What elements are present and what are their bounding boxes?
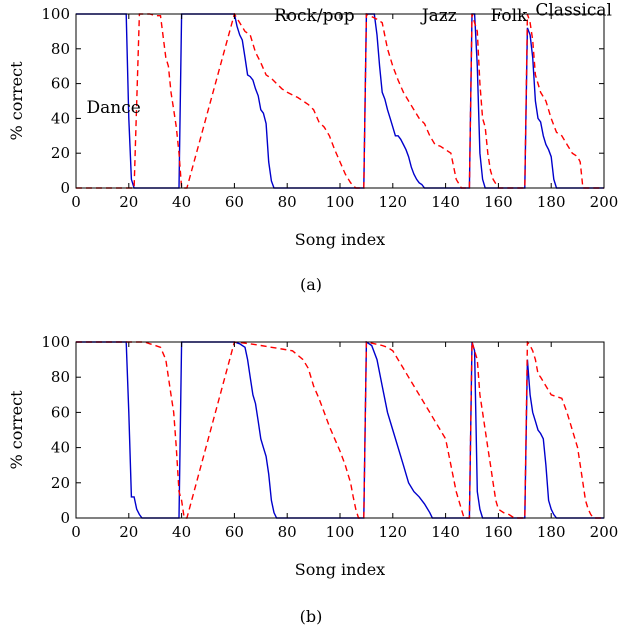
- panel-b-ytick-label: 100: [41, 333, 70, 351]
- panel-a-xtick-label: 60: [225, 193, 244, 211]
- panel-b-xtick-label: 120: [378, 523, 407, 541]
- panel-a-xtick-label: 160: [484, 193, 513, 211]
- panel-b-y-axis-label: % correct: [7, 390, 26, 470]
- panel-a-xtick-label: 20: [119, 193, 138, 211]
- panel-b-xtick-label: 0: [71, 523, 81, 541]
- panel-b-xtick-label: 140: [431, 523, 460, 541]
- panel-a-ytick-label: 0: [60, 179, 70, 197]
- panel-a-ytick-label: 20: [51, 144, 70, 162]
- panel-a-xtick-label: 140: [431, 193, 460, 211]
- panel-a-xtick-label: 200: [590, 193, 619, 211]
- panel-a-y-axis-label: % correct: [7, 61, 26, 141]
- panel-a-xtick-label: 180: [537, 193, 566, 211]
- panel-b: 0 20 40 60 80 100 120 140 160 180 200 0 20 40 60 80 100 S…: [7, 333, 618, 626]
- panel-a-series-dashed-red-line: [76, 13, 604, 189]
- panel-b-ytick-label: 20: [51, 474, 70, 492]
- panel-a-xtick-label: 100: [326, 193, 355, 211]
- panel-a-ytick-label: 40: [51, 109, 70, 127]
- panel-b-xtick-label: 180: [537, 523, 566, 541]
- panel-a-xtick-label: 120: [378, 193, 407, 211]
- panel-b-xtick-label: 80: [278, 523, 297, 541]
- panel-a-xtick-label: 40: [172, 193, 191, 211]
- panel-a: 0 20 40 60 80 100 120 140 160 180 200 0 20 40 60 80 100 S…: [7, 1, 618, 294]
- panel-a-xtick-label: 0: [71, 193, 81, 211]
- panel-b-ytick-label: 60: [51, 403, 70, 421]
- panel-a-ytick-label: 80: [51, 40, 70, 58]
- panel-a-ytick-label: 100: [41, 5, 70, 23]
- panel-b-xtick-label: 20: [119, 523, 138, 541]
- panel-b-ytick-label: 0: [60, 509, 70, 527]
- panel-a-genre-label: Classical: [535, 1, 612, 21]
- panel-b-ytick-label: 80: [51, 368, 70, 386]
- panel-a-ytick-label: 60: [51, 75, 70, 93]
- panel-b-ytick-label: 40: [51, 439, 70, 457]
- panel-b-series-dashed-red-line: [76, 341, 604, 519]
- panel-a-xtick-label: 80: [278, 193, 297, 211]
- panel-a-genre-label: Rock/pop: [274, 6, 355, 26]
- panel-b-xtick-label: 160: [484, 523, 513, 541]
- panel-a-genre-label: Jazz: [420, 6, 457, 26]
- panel-b-xtick-label: 40: [172, 523, 191, 541]
- panel-b-xtick-label: 200: [590, 523, 619, 541]
- panel-a-x-axis-label: Song index: [295, 230, 385, 249]
- panel-a-genre-label: Folk: [490, 6, 528, 26]
- panel-b-xtick-label: 100: [326, 523, 355, 541]
- panel-b-panel-label: (b): [300, 607, 323, 626]
- panel-a-panel-label: (a): [300, 275, 322, 294]
- panel-b-x-axis-label: Song index: [295, 560, 385, 579]
- panel-a-genre-label: Dance: [87, 98, 141, 118]
- panel-b-xtick-label: 60: [225, 523, 244, 541]
